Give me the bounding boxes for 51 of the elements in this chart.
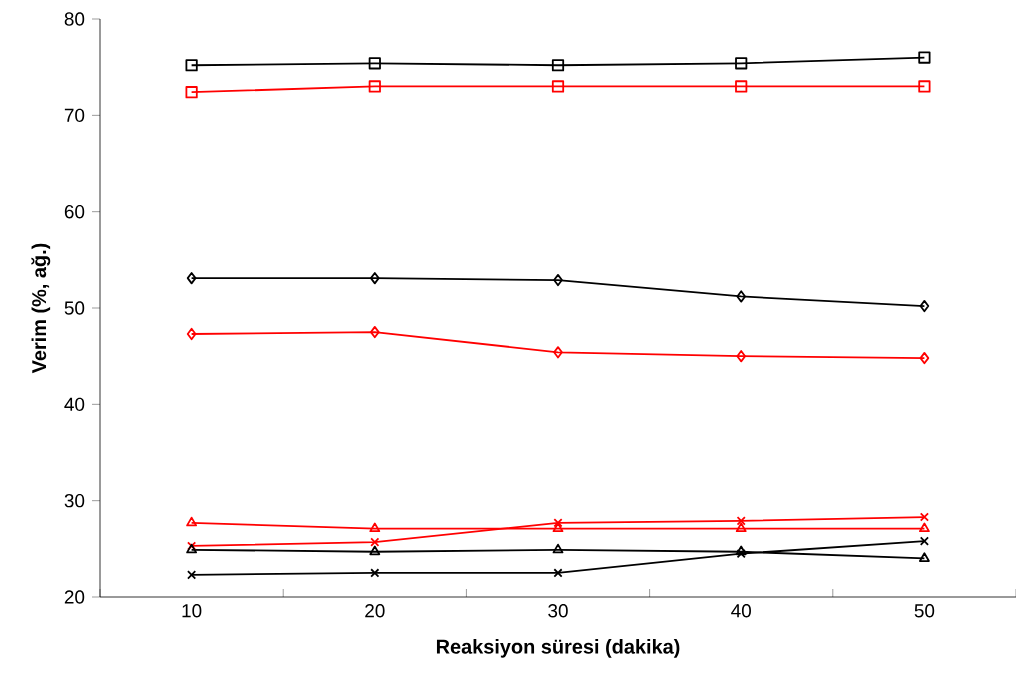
y-tick-label: 50 [64, 301, 85, 315]
y-tick-label: 30 [64, 493, 85, 508]
point [919, 522, 930, 533]
y-axis-title: Verim (%, ağ.) [31, 243, 51, 374]
x-tick-label: 40 [731, 604, 751, 618]
y-tick-label: 70 [64, 108, 85, 123]
point [551, 80, 565, 93]
point [736, 290, 747, 303]
point [370, 568, 380, 578]
point [186, 272, 197, 285]
y-tick-label: 40 [64, 397, 85, 412]
y-tick-label: 20 [64, 590, 85, 604]
point [919, 552, 930, 562]
point [185, 86, 198, 99]
point [735, 522, 747, 533]
point [918, 51, 931, 64]
point [551, 59, 565, 72]
y-tick-label: 80 [64, 12, 85, 26]
point [735, 545, 747, 556]
point [185, 59, 198, 72]
x-tick-label: 20 [365, 604, 385, 618]
point [735, 57, 748, 70]
point [370, 325, 380, 339]
point [918, 80, 931, 93]
point [368, 80, 381, 93]
point [919, 299, 930, 313]
point [552, 543, 564, 554]
point [553, 273, 563, 287]
x-tick-label: 50 [914, 604, 935, 618]
point [186, 327, 197, 341]
point [370, 272, 380, 285]
point [553, 518, 563, 528]
point [553, 568, 563, 578]
point [553, 346, 563, 359]
x-axis-title: Reaksiyon süresi (dakika) [436, 639, 680, 658]
point [370, 537, 380, 547]
point [736, 516, 746, 526]
point [187, 570, 197, 580]
point [368, 57, 381, 70]
point [735, 80, 748, 93]
point [186, 516, 197, 527]
point [919, 536, 929, 546]
x-tick-label: 10 [182, 604, 202, 618]
point [369, 545, 381, 556]
point [736, 350, 747, 363]
x-tick-label: 30 [548, 604, 568, 618]
y-tick-label: 60 [64, 204, 85, 219]
point [736, 549, 746, 559]
point [369, 522, 381, 533]
point [919, 352, 930, 365]
point [919, 512, 929, 522]
